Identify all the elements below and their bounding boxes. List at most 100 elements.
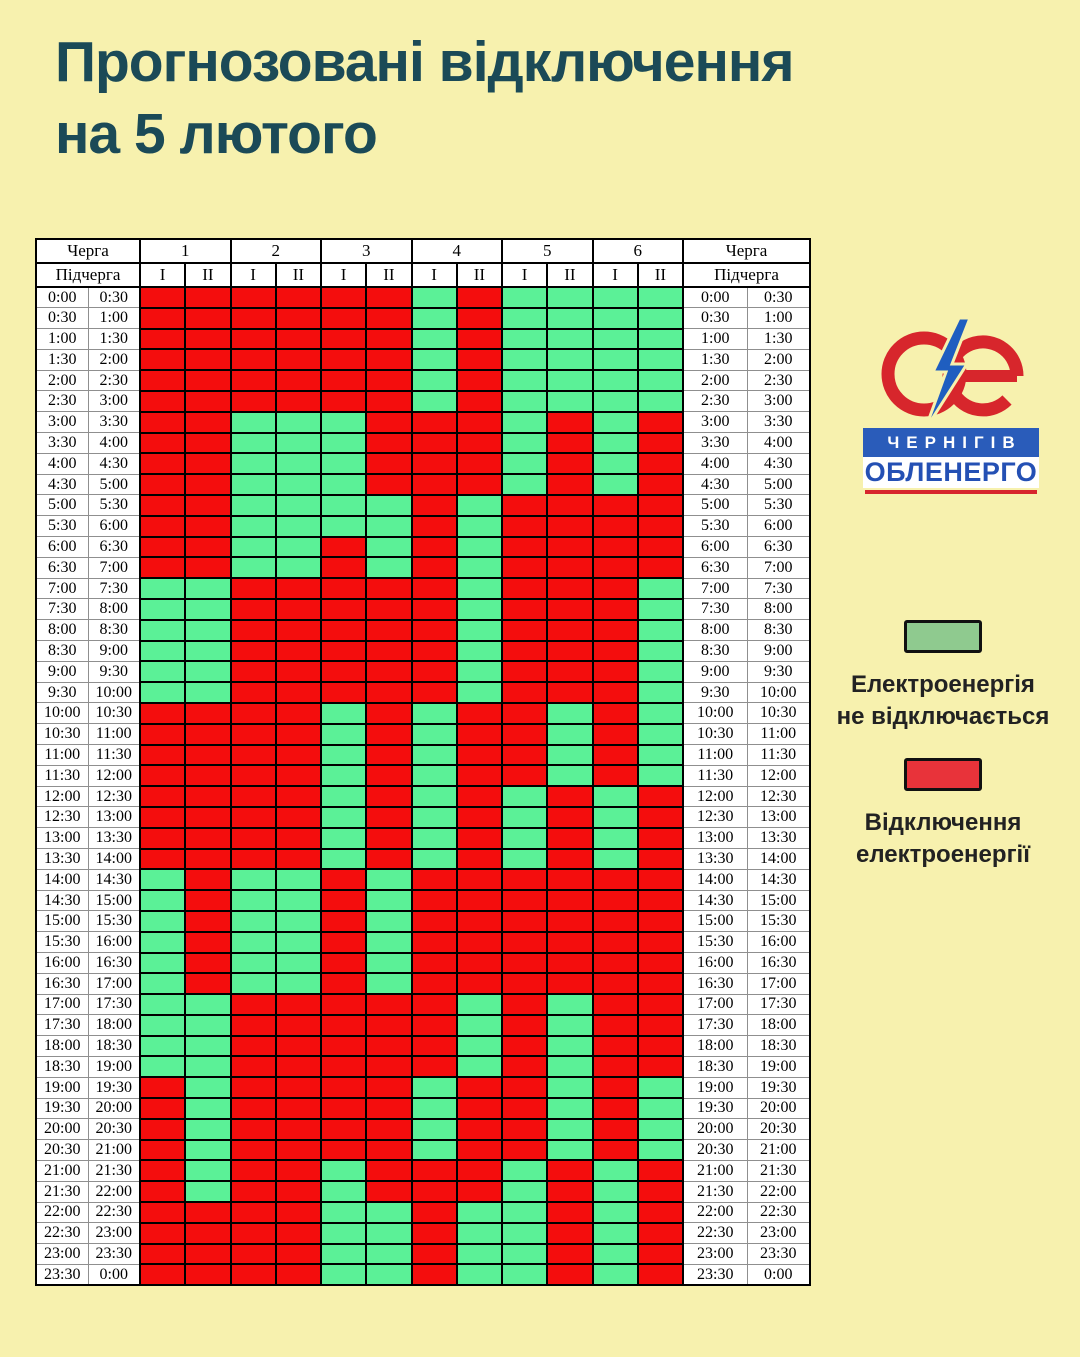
schedule-cell-1-I (138, 639, 187, 663)
schedule-cell-2-I (229, 1117, 277, 1141)
schedule-cell-4-II (455, 785, 504, 808)
schedule-cell-4-II (455, 327, 504, 351)
schedule-cell-2-I (229, 452, 277, 476)
schedule-cell-4-I (410, 909, 458, 933)
schedule-row: 3:30 4:00 3:30 4:00 (35, 431, 811, 455)
schedule-cell-1-I (138, 577, 187, 600)
schedule-cell-5-II (546, 348, 594, 372)
time-start-left: 14:30 (35, 889, 89, 912)
time-start-left: 19:30 (35, 1097, 89, 1120)
schedule-cell-6-II (636, 764, 685, 788)
schedule-cell-4-I (410, 972, 458, 996)
schedule-cell-6-II (636, 306, 685, 330)
schedule-cell-3-I (319, 1159, 368, 1183)
oe-lightning-icon (881, 316, 1024, 428)
schedule-cell-5-I (500, 681, 549, 704)
schedule-cell-4-II (455, 1034, 504, 1058)
schedule-cell-4-I (410, 1097, 458, 1120)
schedule-cell-1-I (138, 327, 187, 351)
schedule-cell-1-II (184, 1201, 232, 1224)
schedule-cell-2-I (229, 577, 277, 600)
schedule-cell-1-I (138, 868, 187, 892)
time-start-left: 20:30 (35, 1139, 89, 1161)
schedule-cell-1-II (184, 1034, 232, 1058)
time-end-right: 1:00 (746, 307, 811, 330)
schedule-cell-1-I (138, 743, 187, 767)
schedule-cell-5-II (546, 1138, 594, 1162)
time-start-left: 17:30 (35, 1014, 89, 1037)
schedule-cell-2-I (229, 1138, 277, 1162)
schedule-cell-5-II (546, 951, 594, 975)
schedule-cell-4-I (410, 514, 458, 538)
schedule-cell-6-II (636, 805, 685, 829)
schedule-cell-1-I (138, 909, 187, 933)
schedule-cell-5-I (500, 556, 549, 580)
schedule-cell-3-I (319, 369, 368, 392)
schedule-cell-2-II (274, 1076, 323, 1100)
schedule-cell-3-II (365, 993, 413, 1016)
schedule-row: 14:00 14:30 14:00 14:30 (35, 868, 811, 892)
schedule-cell-4-II (455, 389, 504, 413)
schedule-cell-3-II (365, 1034, 413, 1058)
schedule-cell-4-II (455, 930, 504, 954)
schedule-cell-5-II (546, 286, 594, 309)
time-end-right: 16:30 (746, 952, 811, 974)
schedule-row: 18:30 19:00 18:30 19:00 (35, 1055, 811, 1079)
schedule-cell-1-II (184, 556, 232, 580)
schedule-cell-1-II (184, 993, 232, 1016)
schedule-cell-4-I (410, 1242, 458, 1266)
schedule-cell-6-II (636, 909, 685, 933)
schedule-cell-4-II (455, 639, 504, 663)
schedule-cell-4-II (455, 764, 504, 788)
time-end-right: 13:30 (746, 827, 811, 850)
schedule-cell-5-I (500, 1097, 549, 1120)
schedule-cell-1-II (184, 369, 232, 392)
time-start-right: 8:30 (682, 640, 748, 662)
schedule-cell-5-II (546, 1013, 594, 1037)
schedule-cell-4-I (410, 431, 458, 455)
time-end-left: 20:30 (87, 1118, 141, 1141)
schedule-cell-1-I (138, 1138, 187, 1162)
schedule-cell-5-II (546, 930, 594, 954)
schedule-cell-2-II (274, 431, 323, 455)
schedule-cell-4-II (455, 306, 504, 330)
schedule-cell-6-I (591, 369, 639, 392)
schedule-cell-2-II (274, 1055, 323, 1079)
schedule-cell-1-II (184, 597, 232, 621)
schedule-row: 18:00 18:30 18:00 18:30 (35, 1034, 811, 1058)
schedule-cell-5-II (546, 1159, 594, 1183)
time-start-left: 12:30 (35, 806, 89, 829)
schedule-cell-6-II (636, 369, 685, 392)
time-start-right: 12:00 (682, 785, 748, 808)
schedule-cell-1-II (184, 1221, 232, 1245)
schedule-cell-6-I (591, 473, 639, 496)
time-start-right: 20:00 (682, 1118, 748, 1141)
schedule-cell-4-I (410, 868, 458, 892)
schedule-cell-1-I (138, 805, 187, 829)
time-end-right: 14:00 (746, 848, 811, 870)
schedule-cell-5-I (500, 348, 549, 372)
schedule-cell-3-II (365, 597, 413, 621)
schedule-cell-4-I (410, 951, 458, 975)
time-start-right: 12:30 (682, 806, 748, 829)
schedule-cell-3-II (365, 493, 413, 517)
schedule-cell-1-II (184, 951, 232, 975)
time-start-left: 23:00 (35, 1243, 89, 1265)
schedule-cell-1-II (184, 722, 232, 746)
schedule-cell-6-I (591, 556, 639, 580)
schedule-cell-5-I (500, 993, 549, 1016)
schedule-cell-4-I (410, 306, 458, 330)
schedule-cell-5-I (500, 452, 549, 476)
schedule-cell-2-II (274, 722, 323, 746)
schedule-cell-1-I (138, 410, 187, 434)
schedule-cell-6-I (591, 1263, 639, 1287)
schedule-cell-4-II (455, 701, 504, 725)
schedule-cell-6-I (591, 972, 639, 996)
schedule-cell-1-I (138, 1034, 187, 1058)
schedule-cell-3-I (319, 473, 368, 496)
schedule-cell-4-II (455, 1201, 504, 1224)
schedule-row: 11:30 12:00 11:30 12:00 (35, 764, 811, 788)
time-end-right: 16:00 (746, 931, 811, 953)
schedule-cell-3-I (319, 618, 368, 642)
time-start-right: 19:00 (682, 1076, 748, 1099)
